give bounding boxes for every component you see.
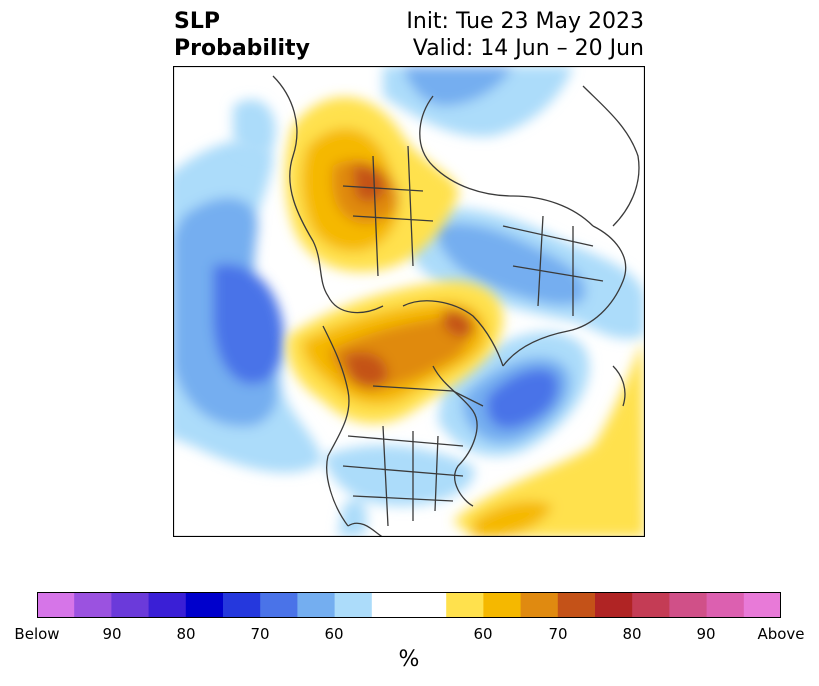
colorbar-tick-label: 70	[548, 625, 568, 643]
colorbar-tick-label: 90	[696, 625, 716, 643]
colorbar-border	[37, 592, 781, 618]
colorbar-tick-label: Below	[14, 625, 60, 643]
colorbar-tick-label: Above	[757, 625, 805, 643]
colorbar-segment	[706, 592, 745, 618]
unit-label: %	[398, 647, 420, 672]
above-region-siberia	[285, 97, 459, 272]
product-title: Probability	[174, 36, 310, 61]
colorbar-segment	[111, 592, 150, 618]
colorbar-segment	[223, 592, 261, 618]
colorbar-labels: Below 90 80 70 60 60 70 80 90 Above	[0, 625, 819, 645]
colorbar-tick-label: 60	[324, 625, 344, 643]
colorbar-segment	[37, 592, 75, 618]
colorbar-segment	[297, 592, 336, 618]
below-region-europe	[403, 207, 645, 339]
colorbar-tick-label: 80	[622, 625, 642, 643]
above-region-arctic-canada	[287, 281, 503, 424]
coastlines	[272, 75, 640, 537]
colorbar-tick-label: 80	[176, 625, 196, 643]
colorbar-tick-label: 70	[250, 625, 270, 643]
colorbar-tick-label: 60	[473, 625, 493, 643]
colorbar-segment	[632, 592, 670, 618]
colorbar-segment	[595, 592, 633, 618]
colorbar-segment	[446, 592, 484, 618]
map-border	[173, 66, 645, 537]
colorbar-segment	[669, 592, 708, 618]
colorbar-segment	[260, 592, 298, 618]
colorbar-segment	[520, 592, 559, 618]
variable-title: SLP	[174, 9, 220, 34]
colorbar-segment	[74, 592, 112, 618]
title-left: SLP Probability	[174, 8, 310, 62]
title-right: Init: Tue 23 May 2023 Valid: 14 Jun – 20…	[406, 8, 644, 62]
below-region-pacific	[173, 139, 323, 473]
valid-date: Valid: 14 Jun – 20 Jun	[412, 36, 644, 61]
colorbar-segment	[148, 592, 187, 618]
probability-map	[173, 66, 645, 537]
colorbar-segment	[371, 592, 447, 618]
colorbar-segment	[483, 592, 522, 618]
below-region-north	[233, 66, 573, 155]
colorbar-segment	[334, 592, 373, 618]
colorbar-segment	[185, 592, 224, 618]
colorbar-segment	[743, 592, 781, 618]
colorbar-tick-label: 90	[102, 625, 122, 643]
above-region-subtropical-atlantic	[453, 341, 645, 537]
init-date: Init: Tue 23 May 2023	[406, 9, 644, 34]
colorbar	[37, 592, 781, 618]
colorbar-segment	[557, 592, 596, 618]
